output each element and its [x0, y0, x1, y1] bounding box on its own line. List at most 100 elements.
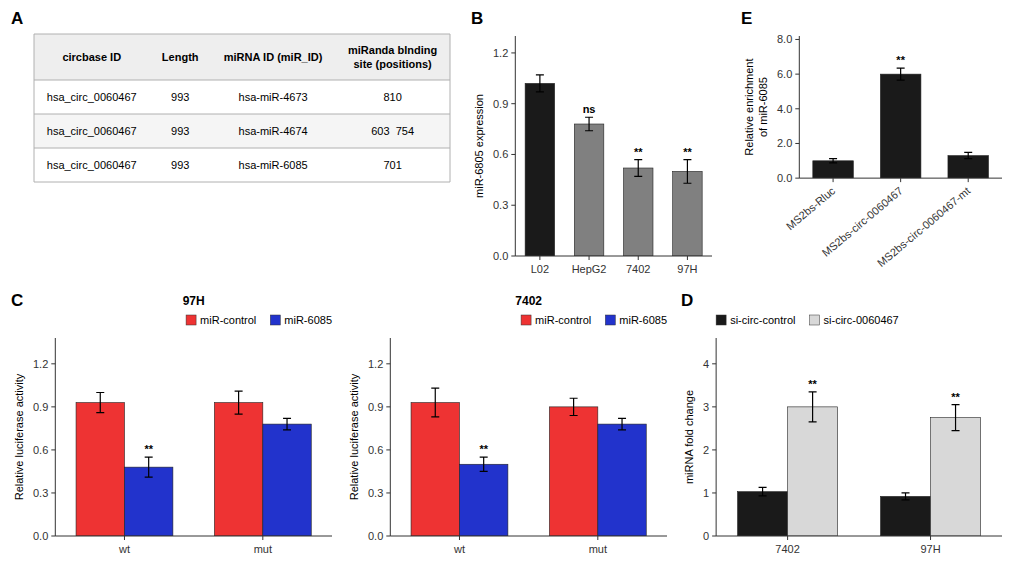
table-cell: hsa_circ_0060467: [47, 159, 137, 171]
bar: [738, 492, 788, 536]
table-cell: 603 754: [371, 125, 414, 137]
y-tick: [511, 103, 515, 104]
x-tick: [262, 536, 263, 540]
error-bar: [96, 393, 104, 413]
bar: [931, 418, 981, 536]
table-row-bg: [34, 80, 450, 114]
y-axis-line: [390, 338, 391, 536]
table-cell: 993: [171, 125, 189, 137]
table-header-bg: [34, 34, 450, 80]
bar-panel: 0.00.30.60.91.2miR-6805 expressionns****…: [473, 36, 712, 275]
annotation: **: [634, 146, 643, 158]
table-cell: hsa-miR-4674: [239, 125, 308, 137]
y-tick-label: 0: [703, 530, 709, 542]
error-bar: [829, 159, 837, 163]
legend-label: si-circ-control: [730, 314, 795, 326]
table-cell: hsa-miR-4673: [239, 91, 308, 103]
bar: [881, 496, 931, 536]
x-tick: [597, 536, 598, 540]
y-tick: [712, 492, 716, 493]
y-tick: [51, 536, 55, 537]
annotation: **: [479, 443, 488, 455]
bar: [673, 171, 703, 256]
y-tick-label: 0.9: [368, 401, 383, 413]
y-tick: [795, 39, 799, 40]
error-bar: [431, 388, 439, 417]
bar: [574, 124, 604, 256]
x-tick-label: L02: [531, 263, 549, 275]
x-axis-line: [390, 536, 667, 537]
table-rule: [34, 80, 450, 81]
y-tick: [386, 363, 390, 364]
y-tick: [386, 406, 390, 407]
figure: circbase ID hsa_circ_0060467 hsa_circ_0060…: [0, 0, 1019, 565]
table-row-bg: [34, 114, 450, 148]
y-axis-line: [799, 36, 800, 178]
legend-swatch: [716, 315, 726, 325]
x-tick: [638, 256, 639, 260]
y-axis-line: [716, 338, 717, 536]
legend-swatch: [521, 315, 531, 325]
error-bar: [897, 68, 905, 80]
table-rule: [34, 34, 450, 35]
y-tick: [511, 154, 515, 155]
x-tick-label: 7402: [626, 263, 650, 275]
legend-label: miR-6085: [284, 314, 332, 326]
y-tick-label: 2.0: [777, 137, 792, 149]
y-tick-label: 0.3: [33, 487, 48, 499]
y-tick-label: 3: [703, 401, 709, 413]
y-axis-label-line: miRNA fold change: [683, 390, 695, 484]
bars: [76, 391, 311, 536]
bar: [880, 74, 921, 178]
error-bar: [585, 117, 593, 131]
y-tick-label: 6.0: [777, 68, 792, 80]
x-tick: [687, 256, 688, 260]
bar-panel: si-circ-controlsi-circ-006046701234miRNA…: [683, 314, 1002, 555]
annotation: **: [896, 54, 905, 66]
x-tick-label: mut: [254, 543, 272, 555]
error-bar: [480, 457, 488, 471]
legend-label: miR-control: [535, 314, 591, 326]
y-tick-label: 0.0: [33, 530, 48, 542]
table-header: miRNA ID (miR_ID): [224, 51, 323, 63]
table-cell: hsa_circ_0060467: [47, 125, 137, 137]
error-bar: [618, 418, 626, 429]
y-axis-label: Relative enrichmentof miR-6085: [743, 58, 769, 155]
legend-swatch: [186, 315, 196, 325]
bars: [411, 388, 646, 536]
x-tick-label: wt: [118, 543, 130, 555]
legend: si-circ-controlsi-circ-0060467: [716, 314, 899, 326]
y-tick-label: 0.0: [368, 530, 383, 542]
y-axis-label-line: of miR-6085: [757, 77, 769, 137]
bar: [623, 168, 653, 256]
annotation: ns: [583, 103, 596, 115]
y-tick: [51, 363, 55, 364]
x-tick-label: MS2bs-circ-0060467-mt: [875, 184, 973, 269]
y-tick-label: 0.3: [368, 487, 383, 499]
y-axis-line: [515, 36, 516, 256]
y-tick: [712, 406, 716, 407]
error-bar: [809, 392, 817, 422]
table-rule: [34, 182, 450, 183]
x-tick: [459, 536, 460, 540]
table-cell: 993: [171, 91, 189, 103]
legend-swatch: [605, 315, 615, 325]
y-tick-label: 4.0: [777, 103, 792, 115]
x-tick: [539, 256, 540, 260]
y-tick: [795, 178, 799, 179]
x-tick: [833, 178, 834, 182]
table-header-line: circbase ID: [62, 51, 121, 63]
table-header: circbase ID: [62, 51, 121, 63]
bar-panel: 97HmiR-controlmiR-60850.00.30.60.91.2Rel…: [13, 294, 332, 555]
bar: [459, 464, 507, 536]
y-tick: [712, 536, 716, 537]
x-tick-label: wt: [453, 543, 465, 555]
panel-label: C: [11, 291, 23, 310]
legend: miR-controlmiR-6085: [521, 314, 667, 326]
y-tick: [511, 205, 515, 206]
error-bar: [570, 398, 578, 415]
panel-label: B: [471, 9, 483, 28]
y-axis-label: Relative luciferase activity: [13, 373, 25, 500]
x-axis-line: [716, 536, 1002, 537]
bar: [549, 407, 597, 536]
